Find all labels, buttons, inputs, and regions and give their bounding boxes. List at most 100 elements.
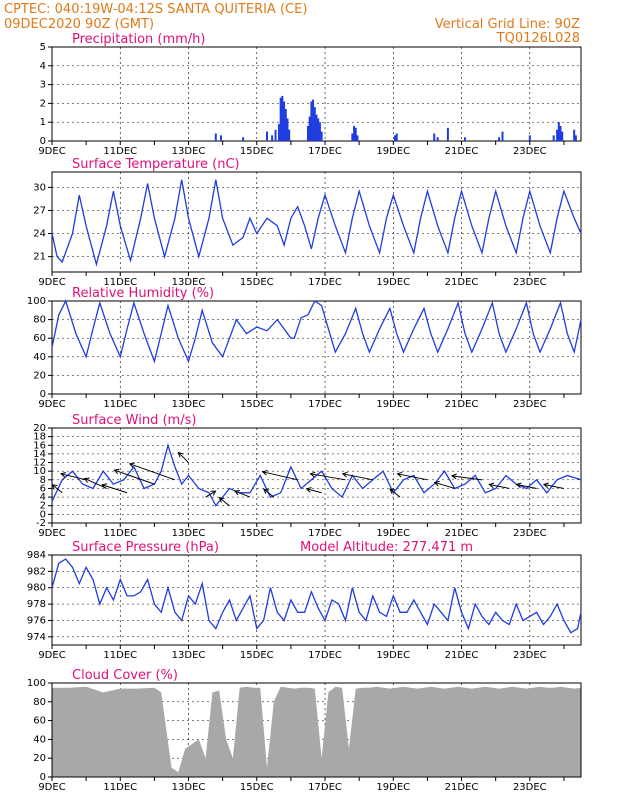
x-tick-label: 21DEC [445,782,479,793]
wind-arrow-head [542,482,549,489]
precip-bar [288,129,291,141]
precip-bar [315,114,318,141]
precip-bar [286,118,289,141]
y-tick-label: 12 [33,458,46,469]
x-tick-label: 17DEC [308,528,342,539]
wind-arrow [114,469,155,485]
y-tick-label: 80 [33,315,46,326]
x-tick-label: 9DEC [38,528,65,539]
panel-0: Precipitation (mm/h) 9DEC 11DEC 13DEC 15DEC 1… [38,32,582,157]
wind-arrow [219,497,230,507]
x-tick-label: 17DEC [308,782,342,793]
y-tick-label: 20 [33,423,46,434]
x-tick-label: 11DEC [103,399,137,410]
panel-annotation: Model Altitude: 277.471 m [300,540,473,555]
panel-3: Surface Wind (m/s) 9DEC 11DEC 13DEC 15DEC 17D… [33,413,582,539]
y-tick-label: 980 [27,583,46,594]
wind-arrow [434,481,455,489]
precip-bar [312,99,315,141]
y-tick-label: 2 [40,501,46,512]
precip-bar [436,137,439,141]
y-tick-label: 30 [33,182,46,193]
y-tick-label: 80 [33,697,46,708]
y-tick-label: 27 [33,205,46,216]
wind-arrow-head [177,451,184,458]
series-line [51,558,582,634]
x-tick-label: 15DEC [240,146,274,157]
precip-bar [463,137,466,141]
y-tick-label: 21 [33,252,46,263]
precip-bar [310,101,313,141]
precip-bar [446,127,449,141]
header-grid-line: Vertical Grid Line: 90Z [435,17,580,32]
x-tick-label: 21DEC [445,277,479,288]
wind-arrow-head [51,484,58,490]
y-tick-label: 974 [27,632,46,643]
precip-bar [573,129,576,141]
precip-bar [556,129,559,141]
y-tick-label: 0 [40,389,46,400]
x-tick-label: 11DEC [103,650,137,661]
wind-arrow [205,490,216,498]
wind-arrow-head [101,483,108,489]
x-tick-label: 9DEC [38,277,65,288]
y-tick-label: 6 [40,483,46,494]
header-model: TQ0126L028 [496,31,580,46]
y-tick-label: 60 [33,716,46,727]
precip-bar [433,133,436,141]
precip-bar [281,95,284,141]
precip-bar [501,131,504,141]
x-tick-label: 19DEC [376,146,410,157]
wind-arrow-head [262,488,269,494]
panel-frame [51,171,582,273]
precip-bar [574,135,577,141]
x-tick-label: 13DEC [172,782,206,793]
x-tick-label: 19DEC [376,650,410,661]
x-tick-label: 13DEC [172,399,206,410]
series-line [51,299,582,364]
wind-arrow [451,475,483,481]
wind-arrow-head [450,473,457,480]
precip-bar [561,131,564,141]
wind-arrow-head [128,462,135,468]
x-tick-label: 11DEC [103,782,137,793]
x-tick-label: 23DEC [513,277,547,288]
series-line [51,179,582,267]
header-location: CPTEC: 040:19W-04:12S SANTA QUITERIA (CE… [4,2,307,17]
wind-arrow [397,473,428,481]
wind-arrow [342,473,373,481]
panel-title: Relative Humidity (%) [72,286,214,301]
x-tick-label: 9DEC [38,146,65,157]
panel-1: Surface Temperature (nC) 9DEC 11DEC 13DEC 15… [33,157,582,288]
y-tick-label: 1 [40,117,46,128]
precip-bar [356,135,359,141]
x-tick-label: 23DEC [513,782,547,793]
precip-bar [354,127,357,141]
wind-arrow [262,471,298,481]
wind-arrow-head [433,480,440,487]
y-tick-label: 0 [40,509,46,520]
y-tick-label: 20 [33,370,46,381]
panel-2: Relative Humidity (%) 9DEC 11DEC 13DEC 15DEC… [27,286,582,410]
x-tick-label: 9DEC [38,782,65,793]
wind-arrow-head [488,482,495,489]
wind-arrow [310,473,346,481]
precip-bar [318,122,321,141]
y-tick-label: 100 [27,296,46,307]
wind-arrow-head [113,468,120,475]
wind-arrow [84,477,107,489]
y-tick-label: 60 [33,333,46,344]
wind-arrow [178,452,189,463]
x-tick-label: 21DEC [445,650,479,661]
x-tick-label: 17DEC [308,399,342,410]
header-date: 09DEC2020 90Z (GMT) [4,17,154,32]
x-tick-label: 19DEC [376,782,410,793]
y-tick-label: 20 [33,753,46,764]
wind-arrow [129,463,176,481]
precip-bar [395,133,398,141]
precip-bar [393,135,396,141]
x-tick-label: 11DEC [103,528,137,539]
x-tick-label: 13DEC [172,146,206,157]
x-tick-label: 15DEC [240,277,274,288]
precip-bar [271,135,274,141]
